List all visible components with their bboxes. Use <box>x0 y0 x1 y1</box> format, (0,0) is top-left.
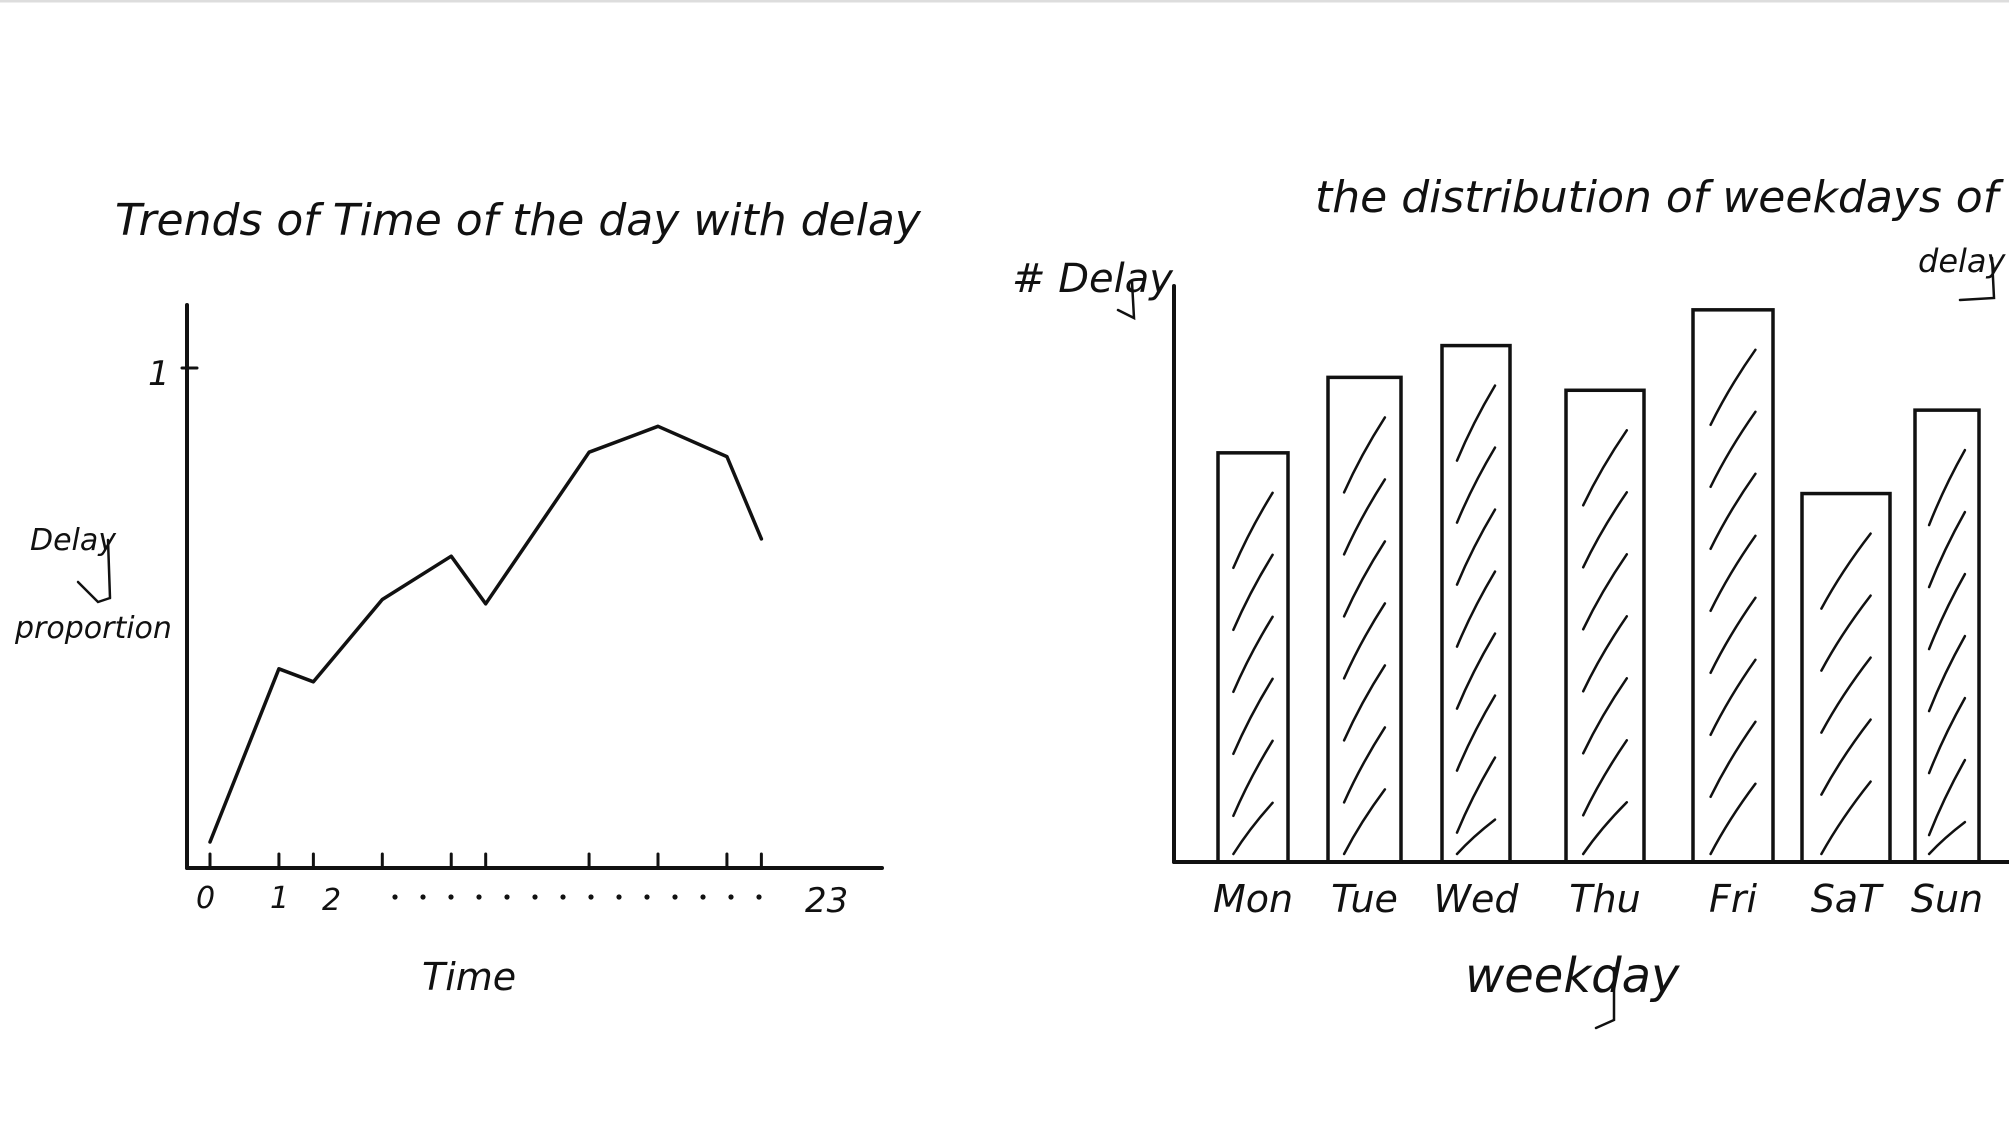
x-tick-label-one: 1 <box>270 881 289 916</box>
line-series <box>208 424 764 844</box>
bar-label: Mon <box>1213 877 1293 921</box>
bar-label: SaT <box>1811 877 1884 921</box>
bar-hatching <box>1927 448 1967 856</box>
bar-chart: the distribution of weekdays of delay # … <box>1012 172 2009 1030</box>
bar-fri <box>1691 308 1775 864</box>
bar-label: Wed <box>1433 877 1519 921</box>
x-tick-dot <box>616 894 622 900</box>
x-tick-dot <box>756 894 762 900</box>
x-tick-ellipsis <box>392 894 762 900</box>
x-tick-dot <box>476 894 482 900</box>
bar-rect <box>1800 491 1892 864</box>
bar-tue <box>1326 375 1403 864</box>
bar-label: Thu <box>1569 877 1640 921</box>
bar-wed <box>1440 343 1512 864</box>
x-tick-dot <box>588 894 594 900</box>
bar-hatching <box>1455 384 1497 856</box>
ylabel-flourish <box>76 538 112 604</box>
bar-chart-xlabel: weekday <box>1465 948 1680 1004</box>
bar-chart-title-line1: the distribution of weekdays of <box>1315 172 2005 223</box>
bar-thu <box>1564 388 1646 864</box>
line-chart-title: Trends of Time of the day with delay <box>115 195 922 246</box>
bar-sun <box>1913 408 1981 864</box>
x-tick-dot <box>532 894 538 900</box>
x-tick-label-start: 0 <box>196 881 215 916</box>
x-tick-dot <box>448 894 454 900</box>
x-tick-label-two: 2 <box>322 883 341 918</box>
bar-label: Fri <box>1709 877 1757 921</box>
x-tick-dot <box>728 894 734 900</box>
title-flourish <box>1958 256 1996 302</box>
bar-rect <box>1440 343 1512 864</box>
x-tick-dot <box>560 894 566 900</box>
bar-label: Tue <box>1331 877 1398 921</box>
x-tick-dot <box>392 894 398 900</box>
bar-rect <box>1326 375 1403 864</box>
x-tick-dot <box>672 894 678 900</box>
bar-rect <box>1691 308 1775 864</box>
bar-hatching <box>1232 491 1274 856</box>
bar-chart-ylabel: # Delay <box>1012 256 1174 302</box>
bar-category-labels: Mon Tue Wed Thu Fri SaT Sun <box>1213 877 1983 921</box>
xlabel-flourish <box>1594 966 1616 1030</box>
ylabel-flourish-right <box>1116 280 1136 321</box>
bar-rect <box>1216 451 1290 864</box>
bar-hatching <box>1709 348 1757 856</box>
bars <box>1216 308 1981 864</box>
y-tick-label: 1 <box>148 354 170 394</box>
x-tick-label-end: 23 <box>805 881 848 921</box>
bar-rect <box>1913 408 1981 864</box>
bar-hatching <box>1820 532 1872 856</box>
line-chart-ylabel-line2: proportion <box>14 611 172 646</box>
x-tick-dot <box>420 894 426 900</box>
bar-hatching <box>1581 429 1629 856</box>
bar-hatching <box>1342 416 1387 856</box>
line-chart: Trends of Time of the day with delay Del… <box>14 195 922 999</box>
bar-label: Sun <box>1911 877 1983 921</box>
bar-rect <box>1564 388 1646 864</box>
x-tick-dot <box>700 894 706 900</box>
x-tick-dot <box>504 894 510 900</box>
bar-mon <box>1216 451 1290 864</box>
bar-sat <box>1800 491 1892 864</box>
line-chart-xlabel: Time <box>422 955 516 999</box>
x-tick-dot <box>644 894 650 900</box>
x-ticks <box>208 852 763 868</box>
line-chart-ylabel-line1: Delay <box>30 523 117 558</box>
